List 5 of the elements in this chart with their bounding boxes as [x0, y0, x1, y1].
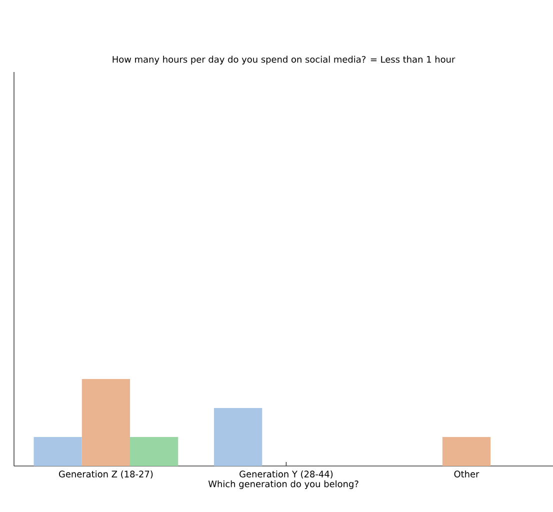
x-tick-label: Generation Z (18-27): [58, 470, 153, 479]
x-tick-label: Other: [454, 470, 480, 478]
x-tick-label: Generation Y (28-44): [240, 470, 333, 479]
x-axis-title: Which generation do you belong?: [208, 480, 358, 490]
chart-title: How many hours per day do you spend on social media? = Less than 1 hour: [112, 56, 456, 64]
